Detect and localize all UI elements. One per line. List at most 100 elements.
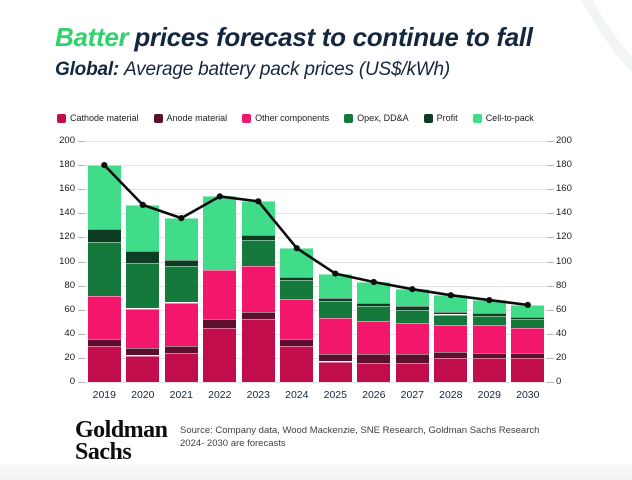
bar-segment-2026 xyxy=(357,302,391,307)
axis-tick xyxy=(547,189,554,190)
legend-item: Cathode material xyxy=(57,113,139,123)
bar-segment-2029 xyxy=(472,315,506,326)
legend-label: Anode material xyxy=(166,113,228,123)
y-axis-label-right: 200 xyxy=(556,135,572,146)
legend-swatch-icon xyxy=(344,113,354,123)
x-axis-label: 2030 xyxy=(516,389,540,401)
bar-segment-2027 xyxy=(395,306,429,310)
axis-tick xyxy=(78,262,85,263)
legend-item: Other components xyxy=(242,113,329,123)
legend-label: Cathode material xyxy=(70,113,139,123)
bar-segment-2027 xyxy=(395,289,429,307)
bar-segment-2029 xyxy=(472,325,506,354)
axis-tick xyxy=(78,382,85,383)
legend-label: Opex, DD&A xyxy=(357,113,409,123)
bar-segment-2028 xyxy=(434,351,468,358)
bar-segment-2023 xyxy=(241,201,275,235)
bar-segment-2020 xyxy=(126,262,160,309)
bar-segment-2025 xyxy=(318,301,352,319)
bar-segment-2023 xyxy=(241,266,275,313)
y-axis-label-left: 160 xyxy=(59,183,75,194)
y-axis-label-left: 80 xyxy=(64,280,75,291)
axis-tick xyxy=(78,237,85,238)
bar-segment-2023 xyxy=(241,235,275,240)
bar-segment-2030 xyxy=(511,327,545,354)
bar-segment-2024 xyxy=(280,248,314,278)
subtitle-label: Global: xyxy=(55,59,120,80)
y-axis-label-right: 0 xyxy=(556,376,562,387)
bar-segment-2025 xyxy=(318,318,352,355)
bar-segment-2022 xyxy=(203,319,237,328)
bar-segment-2021 xyxy=(164,345,198,353)
y-axis-label-left: 0 xyxy=(69,376,75,387)
x-axis-label: 2021 xyxy=(169,389,193,401)
bar-segment-2030 xyxy=(511,319,545,328)
axis-tick xyxy=(547,358,554,359)
axis-tick xyxy=(547,286,554,287)
axis-tick xyxy=(78,141,85,142)
bar-segment-2021 xyxy=(164,353,198,382)
goldman-sachs-logo: Goldman Sachs xyxy=(75,417,168,466)
legend-item: Opex, DD&A xyxy=(344,113,409,123)
y-axis-label-right: 100 xyxy=(556,256,572,267)
bar-segment-2027 xyxy=(395,309,429,323)
axis-tick xyxy=(547,382,554,383)
y-axis-label-left: 120 xyxy=(59,231,75,242)
bar-segment-2030 xyxy=(511,353,545,358)
axis-tick xyxy=(547,141,554,142)
x-axis-label: 2029 xyxy=(477,389,501,401)
y-axis-label-right: 120 xyxy=(556,231,572,242)
bar-segment-2027 xyxy=(395,354,429,363)
bar-segment-2028 xyxy=(434,312,468,315)
y-axis-label-right: 40 xyxy=(556,328,567,339)
legend-swatch-icon xyxy=(472,113,482,123)
bar-segment-2026 xyxy=(357,354,391,363)
bar-segment-2023 xyxy=(241,312,275,320)
logo-line-2: Sachs xyxy=(75,439,132,466)
y-axis-label-right: 60 xyxy=(556,304,567,315)
bar-segment-2020 xyxy=(126,250,160,263)
bar-segment-2029 xyxy=(472,353,506,358)
bar-segment-2023 xyxy=(241,239,275,267)
legend-item: Profit xyxy=(423,113,458,123)
bar-segment-2019 xyxy=(87,338,121,346)
source-line-1: Source: Company data, Wood Mackenzie, SN… xyxy=(180,425,540,436)
logo-line-1: Goldman xyxy=(75,417,168,443)
legend-swatch-icon xyxy=(153,113,163,123)
bar-segment-2030 xyxy=(511,316,545,320)
plot-area xyxy=(85,141,547,383)
gridline xyxy=(85,141,547,142)
x-axis-label: 2025 xyxy=(323,389,347,401)
bar-segment-2026 xyxy=(357,362,391,382)
bar-segment-2028 xyxy=(434,314,468,326)
y-axis-label-left: 100 xyxy=(59,256,75,267)
x-axis-label: 2027 xyxy=(400,389,424,401)
axis-tick xyxy=(547,213,554,214)
bar-segment-2025 xyxy=(318,297,352,302)
legend-swatch-icon xyxy=(57,113,66,123)
bar-segment-2028 xyxy=(434,325,468,352)
bar-segment-2023 xyxy=(241,319,275,382)
chart-legend: Cathode material Anode material Other comp… xyxy=(57,113,534,123)
bar-segment-2026 xyxy=(357,282,391,303)
bar-segment-2027 xyxy=(395,362,429,382)
x-axis-label: 2024 xyxy=(285,389,309,401)
y-axis-label-right: 140 xyxy=(556,207,572,218)
x-axis-label: 2022 xyxy=(208,389,232,401)
gridline xyxy=(85,382,547,383)
bar-segment-2024 xyxy=(280,279,314,299)
x-axis-label: 2019 xyxy=(92,389,116,401)
axis-tick xyxy=(78,165,85,166)
axis-tick xyxy=(78,334,85,335)
gridline xyxy=(85,358,547,359)
y-axis-label-left: 60 xyxy=(64,304,75,315)
legend-swatch-icon xyxy=(423,113,433,123)
bar-segment-2027 xyxy=(395,323,429,355)
x-axis-label: 2020 xyxy=(131,389,155,401)
gridline xyxy=(85,334,547,335)
title-rest: prices forecast to continue to fall xyxy=(134,22,533,52)
axis-tick xyxy=(547,262,554,263)
legend-label: Cell-to-pack xyxy=(485,113,534,123)
bar-segment-2020 xyxy=(126,348,160,356)
